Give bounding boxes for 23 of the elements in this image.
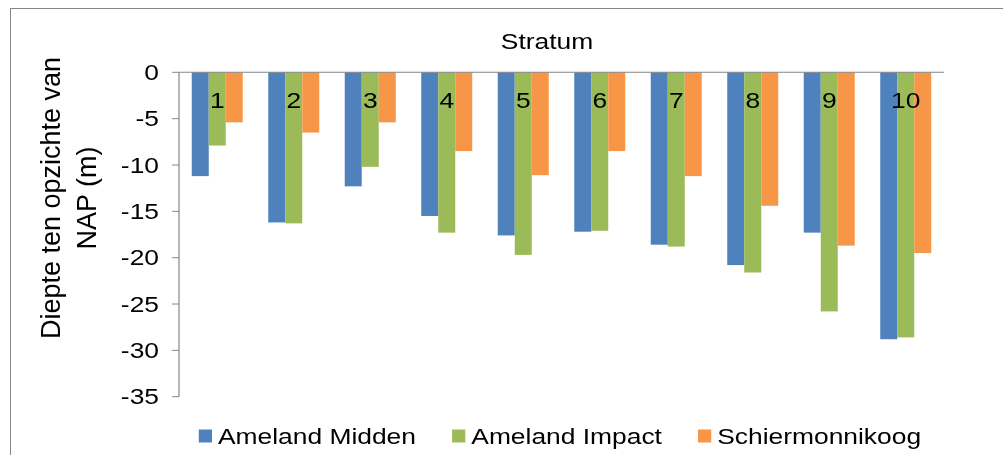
y-tick-label: -20 — [120, 245, 159, 270]
x-tick-label: 2 — [286, 88, 302, 113]
y-tick-label: -5 — [135, 106, 159, 131]
x-tick-label: 3 — [362, 88, 378, 113]
x-tick-label: 7 — [668, 88, 684, 113]
x-tick-label: 5 — [515, 88, 531, 113]
x-tick-label: 9 — [821, 88, 837, 113]
legend-label: Schiermonnikoog — [717, 423, 922, 449]
legend-label: Ameland Impact — [471, 423, 663, 449]
legend-label: Ameland Midden — [217, 423, 416, 449]
y-tick-label: -35 — [120, 384, 159, 409]
y-tick-label: -15 — [120, 199, 159, 224]
x-tick-label: 6 — [592, 88, 608, 113]
y-tick-label: -30 — [120, 338, 159, 363]
x-axis-title: Stratum — [500, 29, 594, 54]
y-axis-title: Diepte ten opzichte van NAP (m) — [36, 56, 103, 340]
x-tick-label: 1 — [209, 88, 225, 113]
x-tick-label: 10 — [891, 88, 921, 113]
x-tick-label: 8 — [745, 88, 761, 113]
y-tick-label: 0 — [144, 60, 159, 85]
x-tick-label: 4 — [439, 88, 455, 113]
y-tick-label: -10 — [120, 152, 159, 178]
y-tick-label: -25 — [120, 291, 159, 317]
